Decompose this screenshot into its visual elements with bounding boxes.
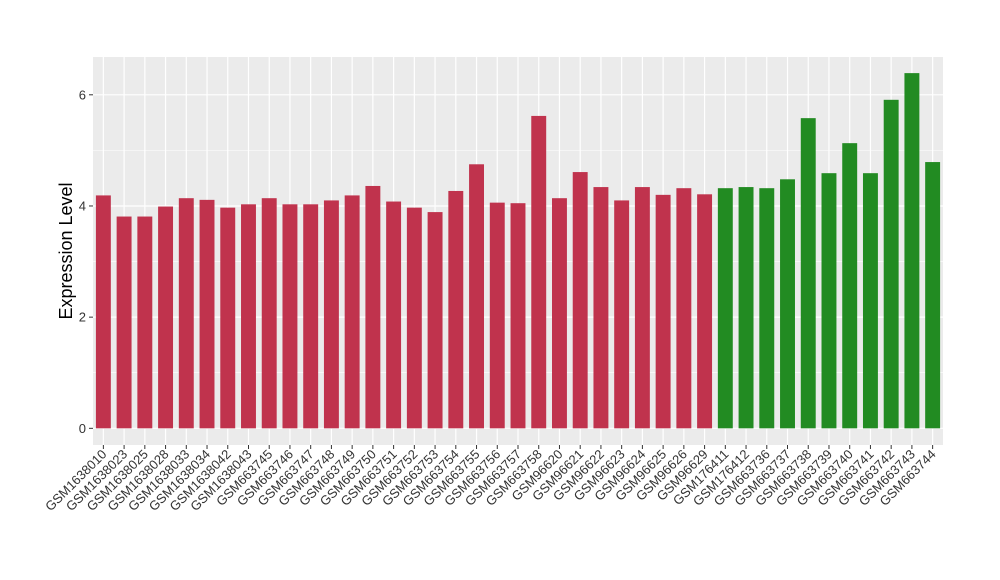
- bar-GSM663752: [406, 207, 422, 429]
- bar-GSM176412: [738, 187, 754, 429]
- bar-GSM663757: [510, 203, 526, 429]
- bar-GSM96620: [552, 198, 567, 429]
- bar-GSM96629: [697, 194, 713, 429]
- bar-GSM1638042: [220, 207, 236, 429]
- bar-GSM663737: [780, 179, 795, 429]
- y-tick-label: 0: [79, 421, 86, 436]
- bar-GSM663747: [303, 204, 319, 429]
- bar-GSM1638034: [199, 199, 215, 429]
- bar-GSM663742: [883, 99, 899, 429]
- bar-GSM663739: [821, 173, 837, 429]
- bar-GSM663754: [448, 190, 464, 429]
- bar-GSM1638010: [95, 195, 111, 429]
- bar-GSM96621: [572, 172, 588, 429]
- bar-GSM1638043: [241, 204, 256, 429]
- bars: [95, 73, 941, 429]
- bar-GSM96624: [634, 187, 650, 429]
- bar-GSM663746: [282, 204, 298, 429]
- bar-GSM663741: [862, 173, 878, 429]
- bar-GSM663755: [469, 164, 484, 429]
- bar-GSM1638025: [137, 216, 153, 429]
- bar-GSM96622: [593, 187, 609, 429]
- bar-GSM1638023: [116, 216, 132, 429]
- bar-GSM663749: [344, 195, 360, 429]
- y-tick-label: 4: [79, 198, 86, 213]
- bar-GSM663750: [365, 185, 381, 429]
- y-tick-label: 2: [79, 310, 86, 325]
- bar-GSM1638033: [178, 198, 194, 429]
- y-tick-label: 6: [79, 87, 86, 102]
- bar-GSM663758: [531, 115, 547, 429]
- bar-GSM663736: [759, 188, 775, 429]
- bar-GSM663745: [261, 198, 277, 429]
- y-axis-title: Expression Level: [56, 182, 76, 319]
- bar-GSM96625: [655, 194, 671, 429]
- bar-GSM96626: [676, 188, 692, 429]
- y-axis: 0 2 4 6: [79, 87, 93, 436]
- bar-GSM96623: [614, 200, 630, 429]
- bar-GSM663751: [386, 201, 402, 429]
- x-axis: GSM1638010GSM1638023GSM1638025GSM1638028…: [42, 445, 939, 514]
- bar-GSM176411: [717, 188, 733, 429]
- bar-GSM663743: [904, 73, 920, 429]
- bar-GSM1638028: [158, 206, 174, 429]
- bar-GSM663753: [427, 212, 443, 429]
- bar-GSM663744: [925, 162, 941, 429]
- bar-GSM663756: [489, 202, 505, 429]
- bar-GSM663740: [842, 143, 858, 429]
- bar-GSM663748: [323, 200, 339, 429]
- bar-GSM663738: [800, 118, 816, 429]
